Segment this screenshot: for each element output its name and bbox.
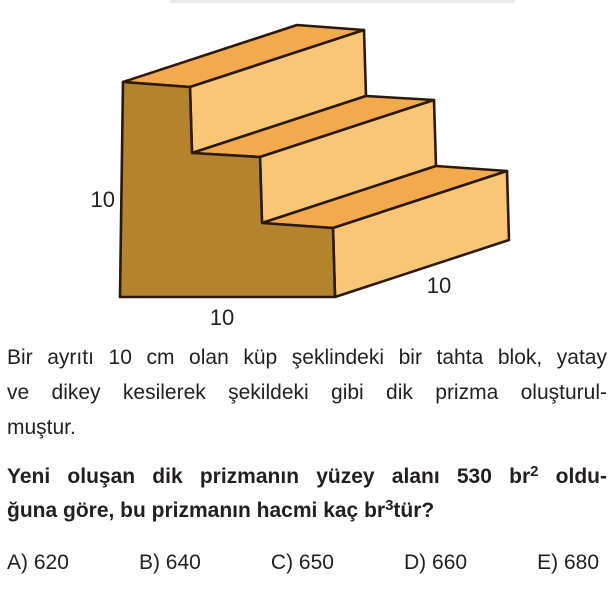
question-line-1-text: Yeni oluşan dik prizmanın yüzey alanı 53… (7, 465, 531, 488)
surface-area-unit-exponent: 2 (530, 463, 539, 481)
width-dimension-label: 10 (210, 305, 234, 330)
volume-unit-exponent: 3 (385, 497, 394, 515)
option-d: D) 660 (404, 551, 468, 574)
problem-statement: Bir ayrıtı 10 cm olan küp şeklindeki bir… (7, 340, 607, 445)
question-line-2: ğuna göre, bu prizmanın hacmi kaç br3tür… (7, 495, 607, 529)
option-a: A) 620 (7, 551, 69, 574)
problem-line-1: Bir ayrıtı 10 cm olan küp şeklindeki bir… (7, 346, 607, 369)
question-line-1-tail: oldu- (538, 465, 607, 488)
height-dimension-label: 10 (91, 187, 115, 212)
problem-line-2: ve dikey kesilerek şekildeki gibi dik pr… (7, 381, 607, 404)
staircase-prism-figure: 10 10 10 (91, 23, 511, 330)
option-b: B) 640 (138, 551, 201, 574)
left-side-profile-face (118, 80, 337, 299)
depth-dimension-label: 10 (427, 273, 451, 298)
question-statement: Yeni oluşan dik prizmanın yüzey alanı 53… (7, 461, 607, 529)
problem-line-3: muştur. (7, 416, 76, 439)
page-top-crop-artifact (170, 0, 515, 3)
option-c: C) 650 (270, 551, 334, 574)
staircase-prism-svg: 10 10 10 (91, 23, 511, 330)
question-line-2-tail: tür? (393, 499, 435, 522)
question-line-2-text: ğuna göre, bu prizmanın hacmi kaç br (7, 499, 386, 522)
question-line-1: Yeni oluşan dik prizmanın yüzey alanı 53… (7, 461, 607, 495)
answer-options-row: A) 620 B) 640 C) 650 D) 660 E) 680 (7, 551, 599, 575)
option-e: E) 680 (537, 551, 599, 574)
